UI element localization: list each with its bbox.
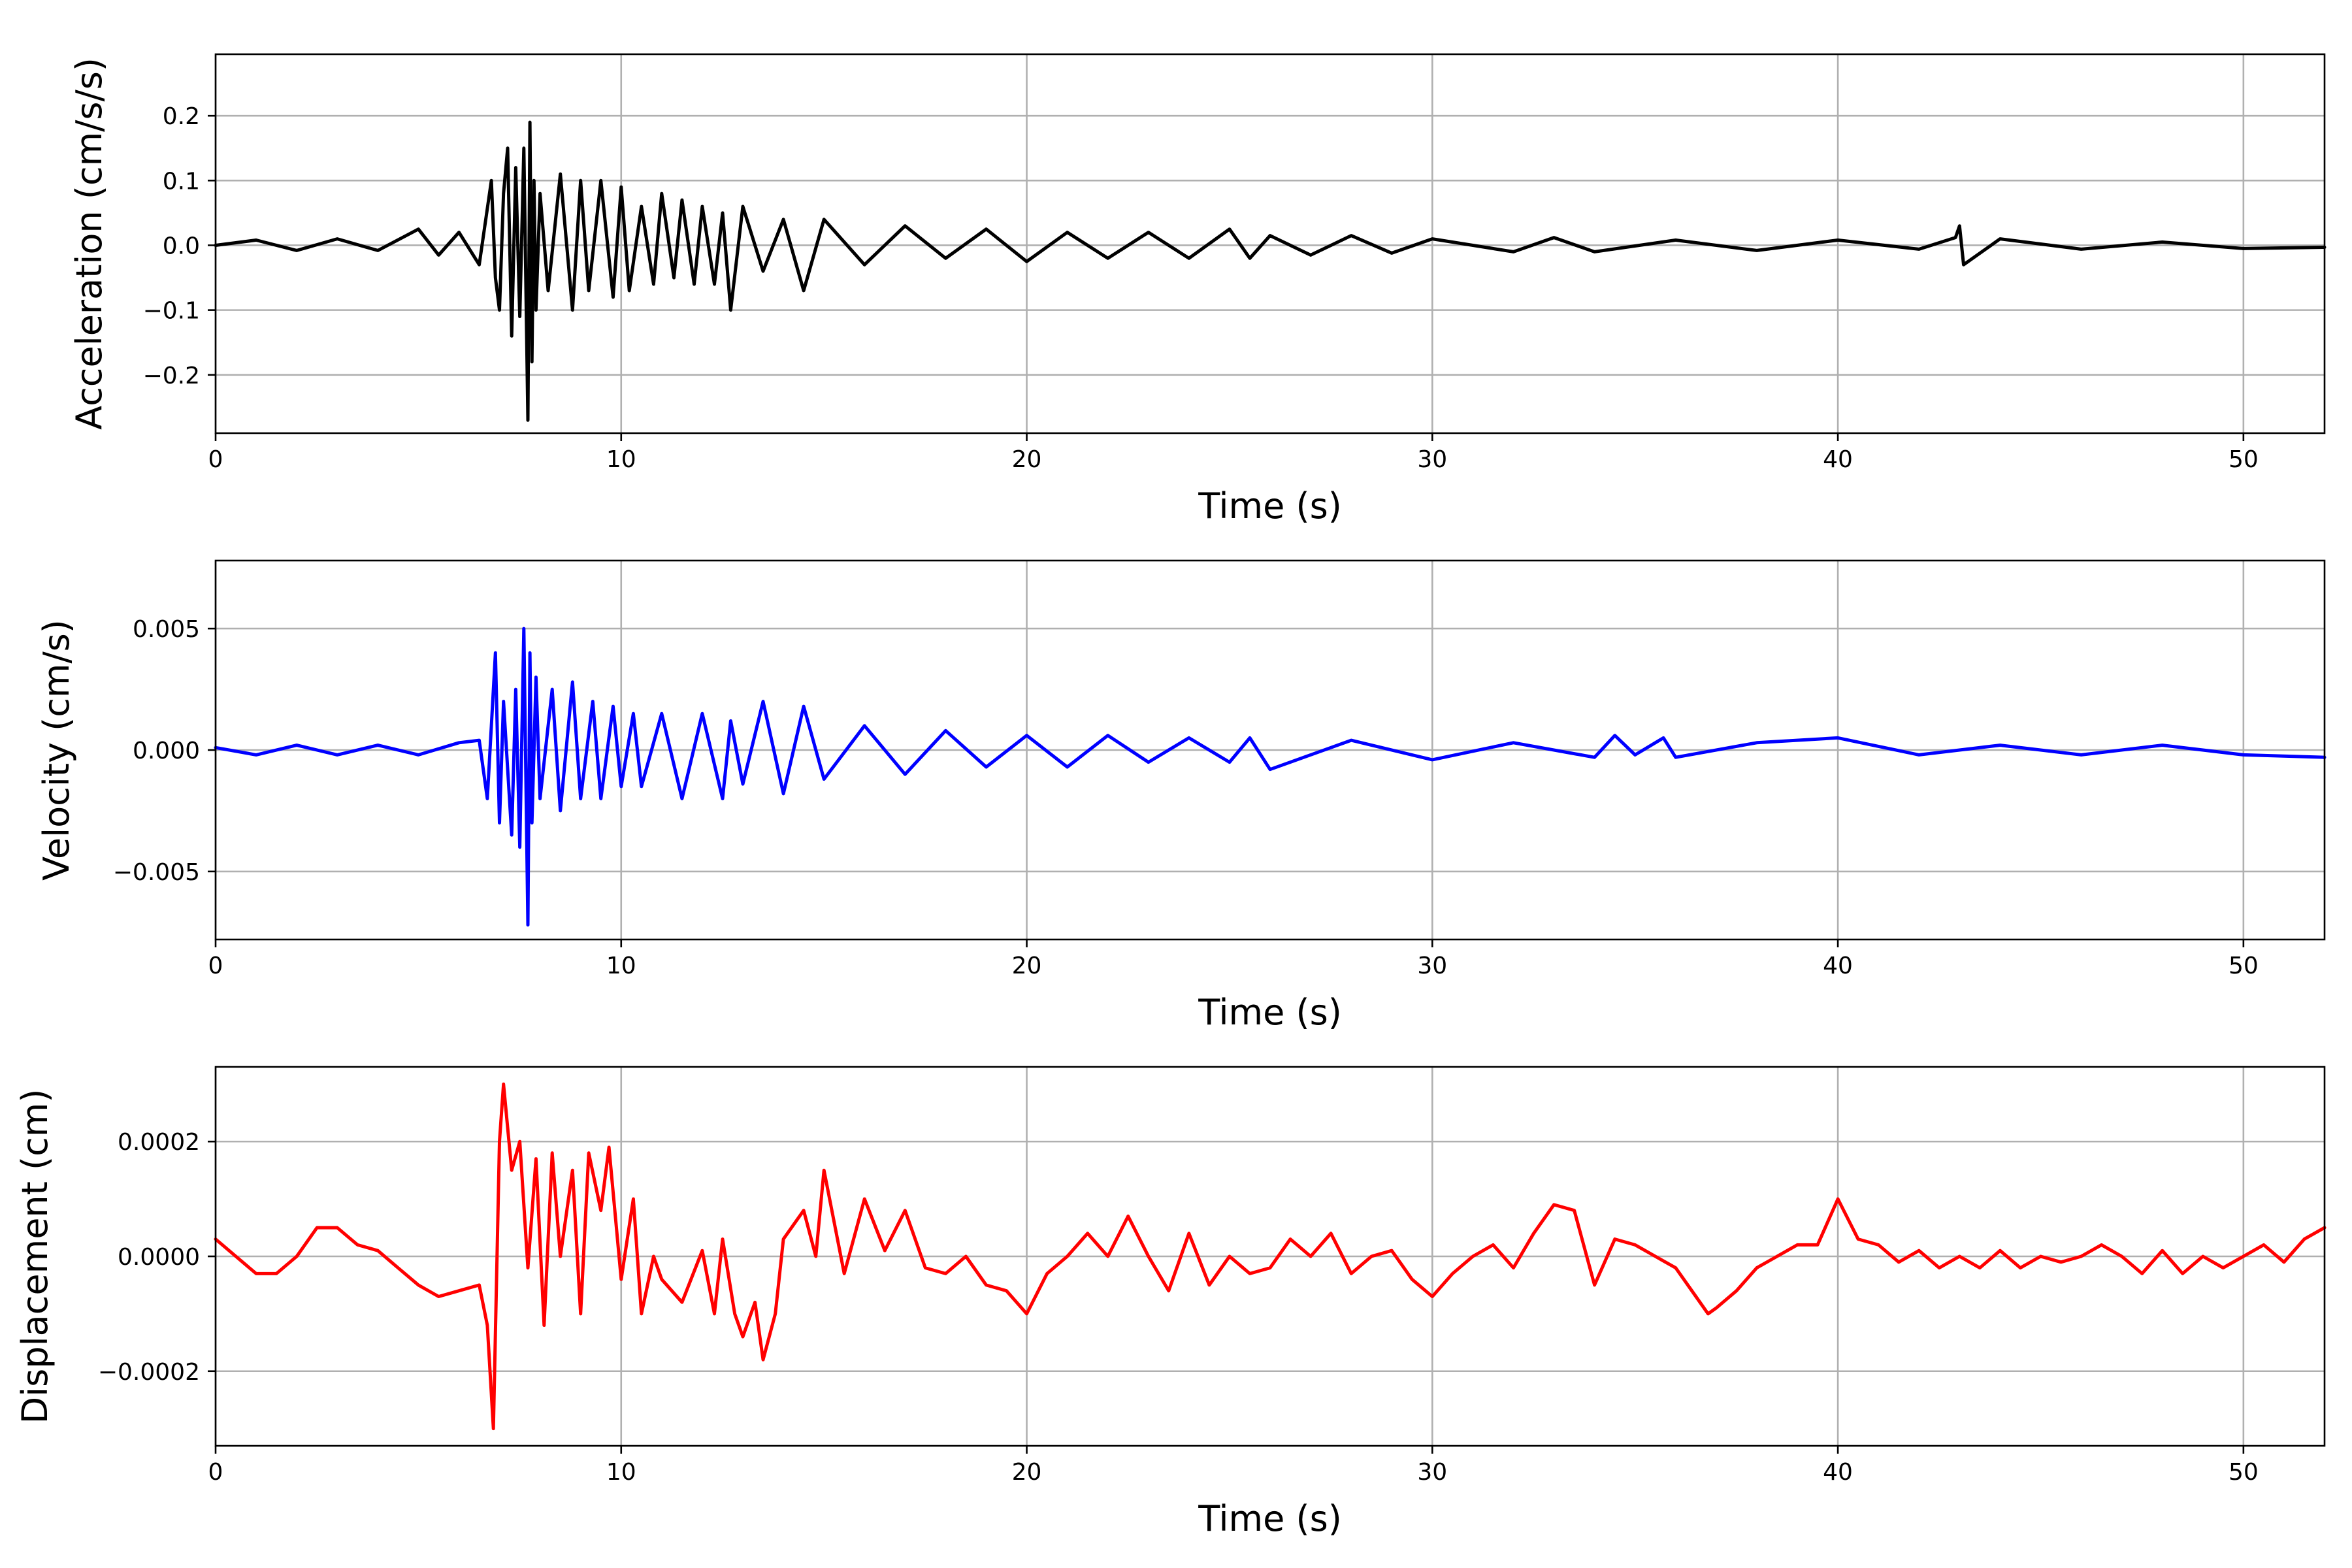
x-tick-label: 0 <box>208 1459 223 1486</box>
y-tick-label: 0.1 <box>163 168 200 195</box>
x-tick-label: 20 <box>1012 1459 1042 1486</box>
plot-frame <box>214 53 2326 434</box>
x-tick-label: 40 <box>1823 446 1853 473</box>
x-tick-label: 30 <box>1417 1459 1447 1486</box>
y-tick-label: −0.2 <box>143 363 200 389</box>
y-axis-label: Acceleration (cm/s/s) <box>69 57 110 430</box>
x-tick-label: 10 <box>606 446 636 473</box>
y-tick-label: 0.0002 <box>118 1129 200 1156</box>
chart-panel-1: 0 10 20 30 40 50 −0.2 −0.1 0.0 0.1 0.2 Time (s) Acce… <box>69 53 2327 527</box>
y-axis-label: Displacement (cm) <box>14 1089 56 1424</box>
chart-panel-3: 0 10 20 30 40 50 −0.0002 0.0000 0.0002 Time (s) Di… <box>14 1066 2327 1539</box>
chart-panel-2: 0 10 20 30 40 50 −0.005 0.000 0.005 Time (s) Veloc… <box>36 559 2327 1033</box>
series-line <box>214 627 2327 927</box>
y-tick-label: −0.005 <box>113 859 200 886</box>
x-tick-label: 0 <box>208 953 223 979</box>
y-tick-label: 0.000 <box>133 738 200 764</box>
x-tick-label: 20 <box>1012 953 1042 979</box>
x-tick-label: 30 <box>1417 953 1447 979</box>
x-tick-label: 40 <box>1823 953 1853 979</box>
x-tick-label: 50 <box>2229 953 2259 979</box>
x-tick-label: 10 <box>606 1459 636 1486</box>
y-tick-label: 0.0 <box>163 233 200 259</box>
y-axis-label: Velocity (cm/s) <box>36 619 77 881</box>
y-tick-label: 0.005 <box>133 616 200 643</box>
series-line <box>214 1082 2327 1431</box>
x-tick-label: 40 <box>1823 1459 1853 1486</box>
y-tick-label: 0.2 <box>163 103 200 130</box>
y-tick-label: −0.1 <box>143 298 200 325</box>
x-tick-label: 50 <box>2229 446 2259 473</box>
x-axis-label: Time (s) <box>1198 992 1342 1033</box>
y-tick-label: 0.0000 <box>118 1244 200 1271</box>
x-axis-label: Time (s) <box>1198 485 1342 527</box>
x-tick-label: 10 <box>606 953 636 979</box>
x-tick-label: 20 <box>1012 446 1042 473</box>
series-line <box>214 120 2327 422</box>
x-tick-label: 30 <box>1417 446 1447 473</box>
x-tick-label: 50 <box>2229 1459 2259 1486</box>
x-axis-label: Time (s) <box>1198 1498 1342 1539</box>
y-tick-label: −0.0002 <box>98 1359 200 1386</box>
x-tick-label: 0 <box>208 446 223 473</box>
